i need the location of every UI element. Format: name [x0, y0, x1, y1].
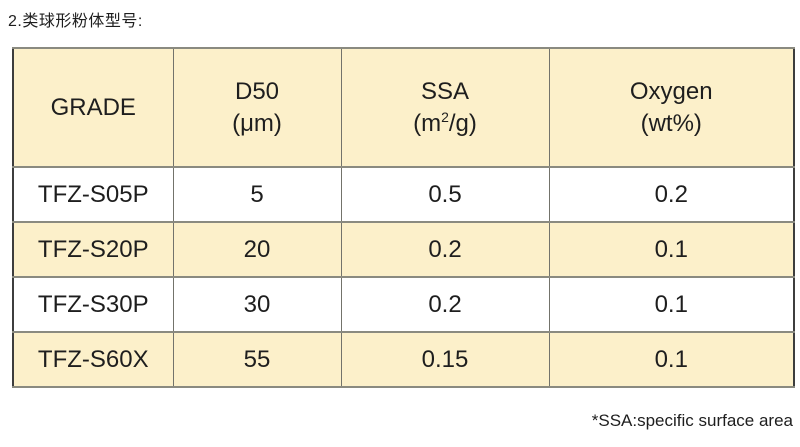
col-header-ssa-unit: (m2/g): [413, 108, 477, 137]
table-row: TFZ-S20P 20 0.2 0.1: [12, 221, 795, 278]
cell-oxygen: 0.1: [548, 331, 795, 388]
ssa-unit-superscript: 2: [441, 108, 449, 125]
col-header-ssa: SSA (m2/g): [340, 47, 550, 168]
cell-ssa: 0.2: [340, 276, 550, 333]
cell-d50: 20: [172, 221, 342, 278]
section-title: 2.类球形粉体型号:: [8, 13, 143, 30]
cell-oxygen: 0.2: [548, 166, 795, 223]
table-row: TFZ-S05P 5 0.5 0.2: [12, 166, 795, 223]
cell-oxygen: 0.1: [548, 276, 795, 333]
col-header-oxygen-unit: (wt%): [640, 109, 702, 137]
cell-grade: TFZ-S05P: [12, 166, 174, 223]
col-header-grade-label: GRADE: [50, 93, 136, 121]
cell-ssa: 0.5: [340, 166, 550, 223]
col-header-ssa-label: SSA: [420, 78, 470, 106]
cell-grade: TFZ-S30P: [12, 276, 174, 333]
col-header-d50-label: D50: [234, 78, 280, 106]
ssa-footnote: *SSA:specific surface area: [591, 411, 793, 430]
col-header-oxygen: Oxygen (wt%): [548, 47, 795, 168]
cell-ssa: 0.2: [340, 221, 550, 278]
table-row: TFZ-S30P 30 0.2 0.1: [12, 276, 795, 333]
cell-grade: TFZ-S20P: [12, 221, 174, 278]
cell-d50: 30: [172, 276, 342, 333]
cell-d50: 5: [172, 166, 342, 223]
cell-grade: TFZ-S60X: [12, 331, 174, 388]
cell-ssa: 0.15: [340, 331, 550, 388]
powder-grades-table: GRADE D50 (μm) SSA (m2/g) Oxygen (wt%) T…: [12, 47, 795, 388]
col-header-grade: GRADE: [12, 47, 174, 168]
cell-d50: 55: [172, 331, 342, 388]
col-header-oxygen-label: Oxygen: [629, 78, 713, 106]
col-header-d50-unit: (μm): [232, 109, 282, 137]
cell-oxygen: 0.1: [548, 221, 795, 278]
table-header-row: GRADE D50 (μm) SSA (m2/g) Oxygen (wt%): [12, 47, 795, 168]
col-header-d50: D50 (μm): [172, 47, 342, 168]
table-row: TFZ-S60X 55 0.15 0.1: [12, 331, 795, 388]
